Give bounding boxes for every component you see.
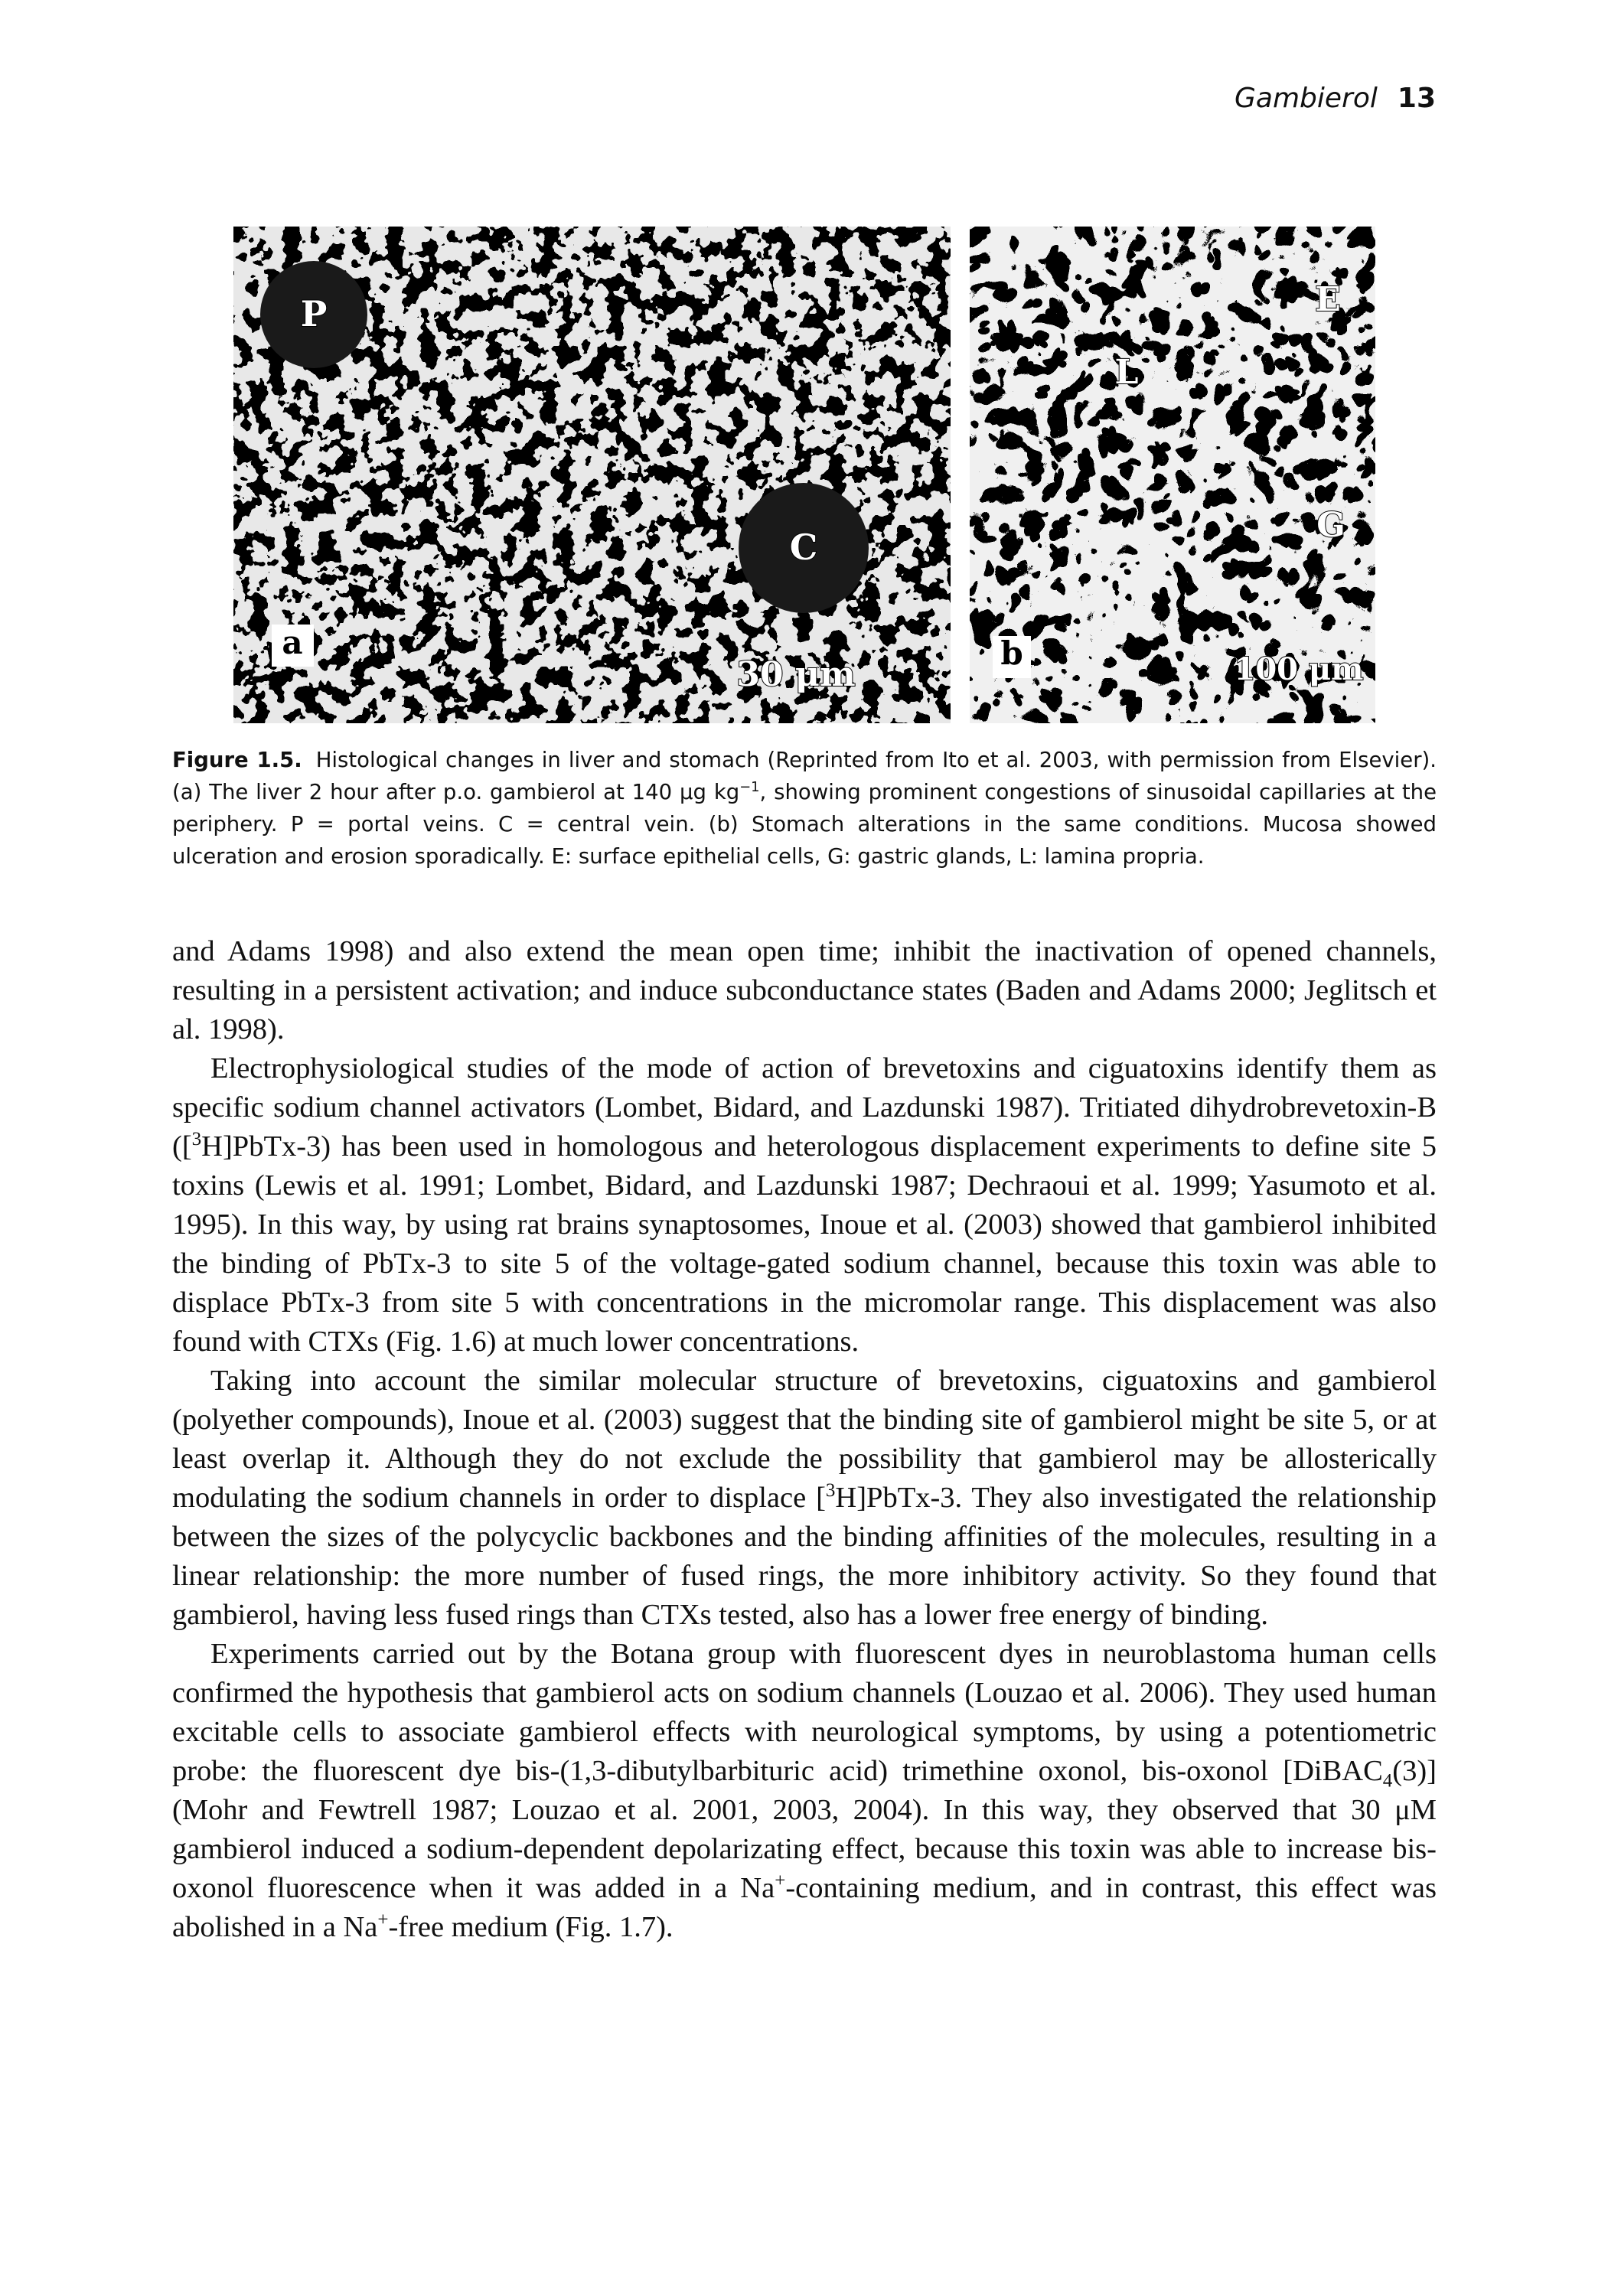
- text-run: -containing medium, and in contrast, thi…: [172, 1872, 1437, 1943]
- text-run: H]PbTx-3) has been used in homologous an…: [172, 1130, 1437, 1358]
- label-c: C: [790, 527, 818, 568]
- text-run: -free medium (Fig. 1.7).: [388, 1911, 674, 1943]
- scale-label: 30 μm: [736, 655, 855, 694]
- text-run: Experiments carried out by the Botana gr…: [172, 1638, 1437, 1787]
- figure-caption: Figure 1.5. Histological changes in liver…: [172, 744, 1437, 872]
- running-header: Gambierol 13: [1235, 83, 1436, 114]
- text-run: Histological changes in liver and stomac…: [172, 748, 1437, 804]
- figure: P C a 30 μm b E L G 100 μm: [233, 227, 1375, 723]
- text-run: (3)] (Mohr and Fewtrell 1987; Louzao et …: [172, 1755, 1437, 1904]
- panel-b: b E L G 100 μm: [970, 227, 1375, 723]
- paragraph: Experiments carried out by the Botana gr…: [172, 1635, 1437, 1947]
- panel-a: P C a 30 μm: [233, 227, 951, 723]
- label-b: b: [1000, 634, 1023, 672]
- label-e: E: [1315, 280, 1341, 319]
- text-run: 3: [825, 1480, 836, 1502]
- paragraph: Electrophysiological studies of the mode…: [172, 1049, 1437, 1362]
- paragraph: Taking into account the similar molecula…: [172, 1362, 1437, 1635]
- label-a: a: [282, 624, 302, 661]
- label-p: P: [301, 293, 328, 334]
- body-text: and Adams 1998) and also extend the mean…: [172, 932, 1437, 1947]
- text-run: 3: [191, 1129, 202, 1150]
- label-g: G: [1316, 506, 1345, 545]
- paragraph: and Adams 1998) and also extend the mean…: [172, 932, 1437, 1049]
- page-number: 13: [1397, 83, 1436, 114]
- text-run: , showing prominent congestions of sinus…: [172, 780, 1437, 869]
- label-l: L: [1115, 353, 1139, 392]
- text-run: H]PbTx-3. They also investigated the rel…: [172, 1482, 1437, 1631]
- caption-label: Figure 1.5.: [172, 748, 302, 772]
- text-run: and Adams 1998) and also extend the mean…: [172, 935, 1437, 1045]
- text-run: Taking into account the similar molecula…: [172, 1365, 1437, 1514]
- text-run: −1: [739, 778, 760, 795]
- scale-label: 100 μm: [1234, 651, 1363, 687]
- header-title: Gambierol: [1235, 83, 1378, 114]
- text-run: 4: [1382, 1770, 1393, 1792]
- text-run: +: [775, 1870, 786, 1892]
- text-run: Electrophysiological studies of the mode…: [172, 1052, 1437, 1163]
- text-run: +: [377, 1910, 389, 1931]
